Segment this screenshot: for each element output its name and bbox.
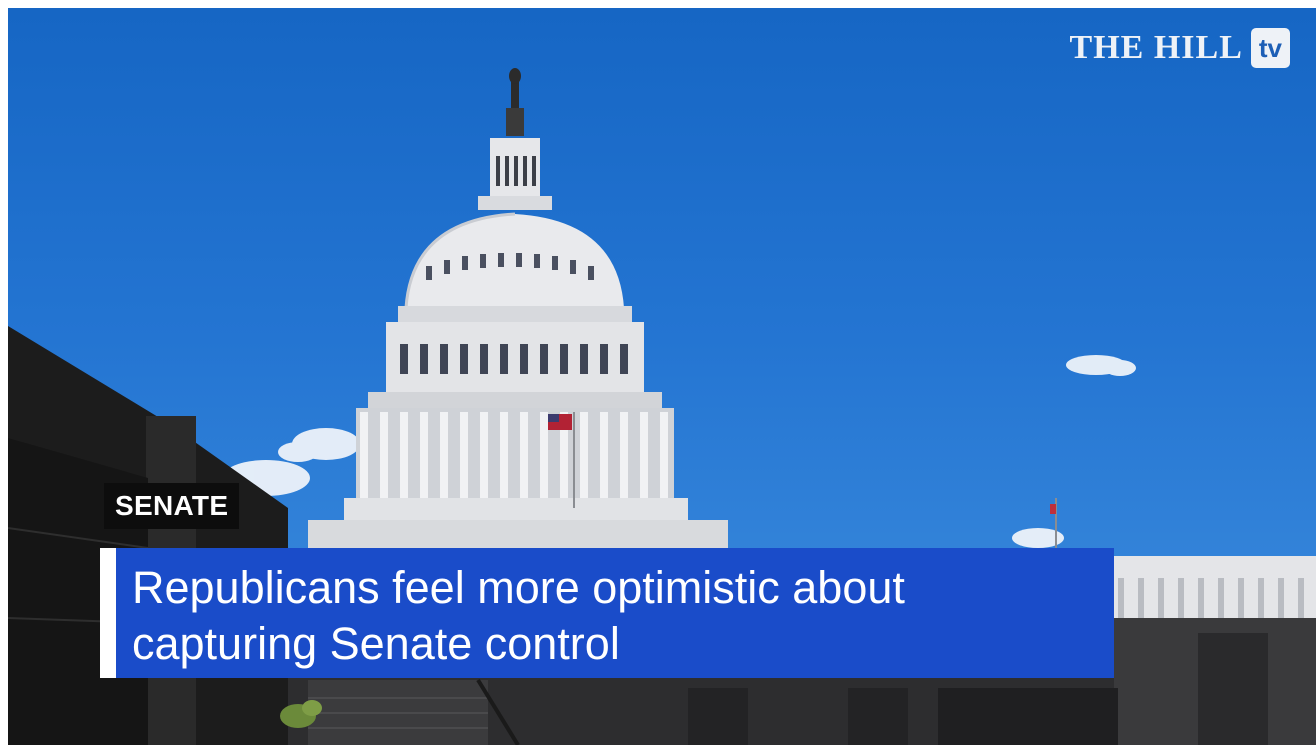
the-hill-tv-logo: THE HILL tv <box>1070 28 1290 68</box>
category-tag: SENATE <box>104 483 240 529</box>
headline-banner: Republicans feel more optimistic about c… <box>100 548 1114 678</box>
brand-tv-badge: tv <box>1250 28 1290 68</box>
left-building <box>8 326 288 745</box>
capitol-dome <box>308 68 728 550</box>
video-frame: THE HILL tv SENATE Republicans feel more… <box>8 8 1316 745</box>
headline-text: Republicans feel more optimistic about c… <box>132 562 905 669</box>
foreground-stonework <box>280 618 1316 745</box>
right-wing-building <box>1050 498 1316 626</box>
brand-wordmark: THE HILL <box>1069 29 1243 66</box>
